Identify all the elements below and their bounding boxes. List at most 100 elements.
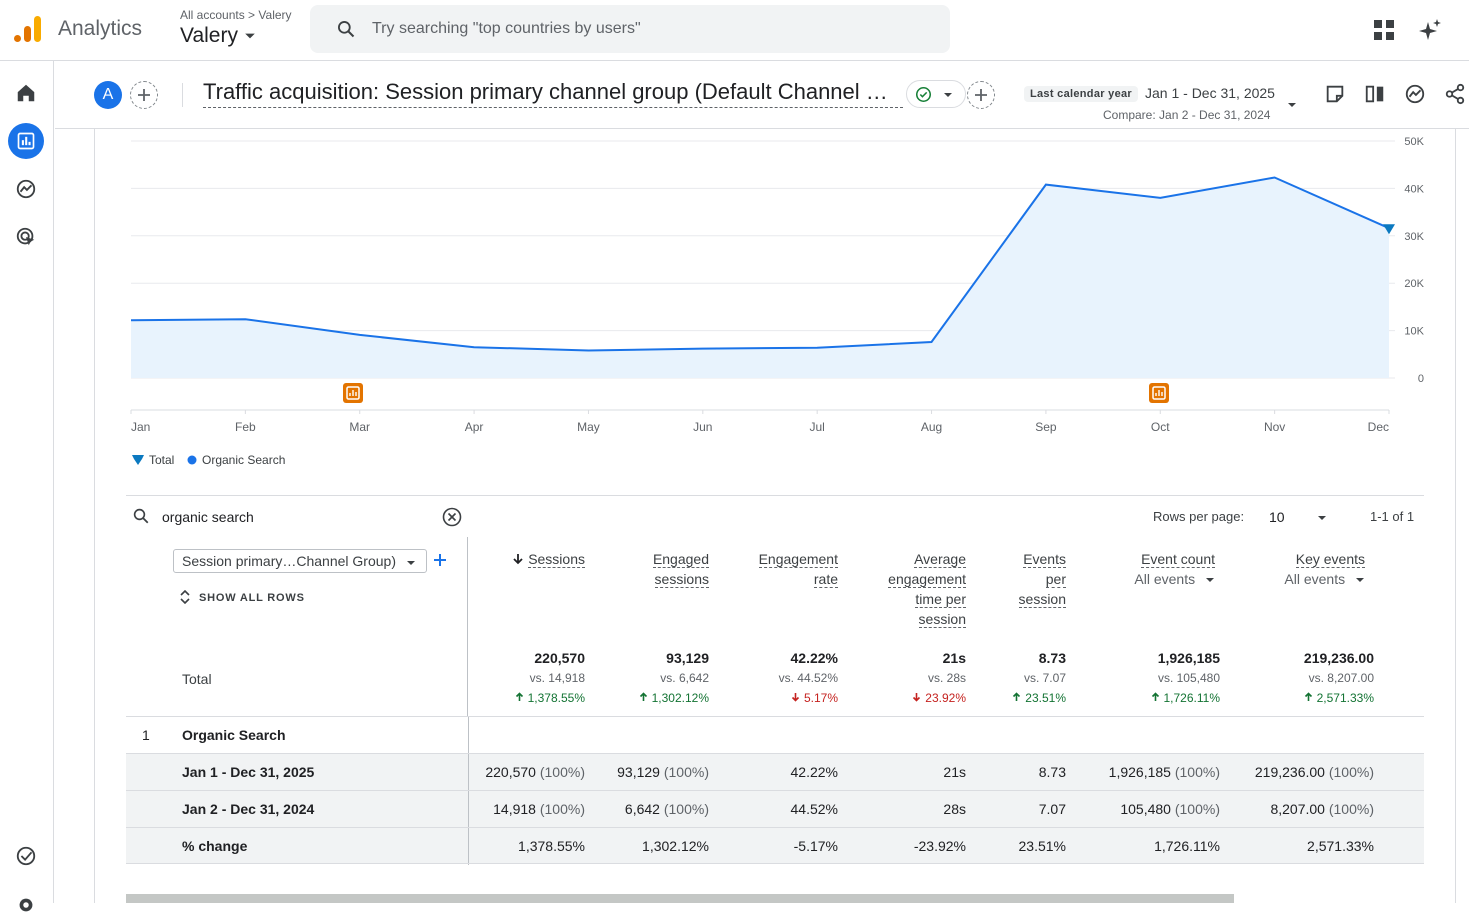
annotation-marker-oct[interactable] xyxy=(1149,383,1169,403)
y-tick-label: 30K xyxy=(1404,231,1424,243)
column-header-engagement-rate[interactable]: Engagement rate xyxy=(738,549,838,589)
add-filter-button[interactable] xyxy=(967,81,995,109)
left-nav xyxy=(0,61,54,912)
dimension-select-label: Session primary…Channel Group) xyxy=(182,553,396,569)
cell-percent: (100%) xyxy=(663,801,709,817)
column-header-engaged-sessions[interactable]: Engaged sessions xyxy=(609,549,709,589)
cell-value: 1,726.11% xyxy=(1154,838,1220,854)
share-icon[interactable] xyxy=(1444,83,1466,105)
nav-admin[interactable] xyxy=(8,887,44,923)
total-change: 5.17% xyxy=(678,688,838,708)
caret-down-icon[interactable] xyxy=(1287,101,1297,109)
report-status-pill[interactable] xyxy=(906,80,966,108)
total-value: 220,570 xyxy=(534,650,585,666)
cell-value: 8,207.00 xyxy=(1270,801,1325,817)
divider xyxy=(468,754,469,791)
clear-search-icon[interactable] xyxy=(442,507,462,527)
home-icon xyxy=(17,84,35,102)
total-change: 1,302.12% xyxy=(549,688,709,708)
add-comparison-button[interactable] xyxy=(130,81,158,109)
global-search[interactable] xyxy=(310,5,950,53)
caret-down-icon[interactable] xyxy=(1317,514,1327,522)
nav-configure[interactable] xyxy=(8,838,44,874)
total-value: 1,926,185 xyxy=(1157,650,1220,666)
compare-columns-icon[interactable] xyxy=(1364,83,1386,105)
row-index: 1 xyxy=(142,727,150,743)
column-header-key-events[interactable]: Key events All events xyxy=(1255,549,1365,589)
event-filter-select[interactable]: All events xyxy=(1134,571,1215,587)
table-cell: -23.92% xyxy=(766,838,966,854)
breadcrumb-account[interactable]: Valery xyxy=(258,8,292,22)
total-comparison: vs. 7.07 xyxy=(1023,671,1066,685)
table-row[interactable]: Jan 1 - Dec 31, 2025 220,570 (100%) 93,129… xyxy=(126,753,1424,791)
breadcrumb-all-accounts[interactable]: All accounts xyxy=(180,8,245,22)
table-cell: 14,918 (100%) xyxy=(385,801,585,817)
nav-explore[interactable] xyxy=(8,171,44,207)
horizontal-scrollbar[interactable] xyxy=(126,894,1234,903)
cell-percent: (100%) xyxy=(1328,801,1374,817)
show-all-rows-button[interactable]: SHOW ALL ROWS xyxy=(199,592,305,604)
x-tick-label: Dec xyxy=(1368,420,1389,434)
notes-icon[interactable] xyxy=(1324,83,1346,105)
dimension-select[interactable]: Session primary…Channel Group) xyxy=(173,549,427,573)
x-tick-label: Sep xyxy=(1035,420,1057,434)
table-cell: 1,726.11% xyxy=(1020,838,1220,854)
cell-value: 1,378.55% xyxy=(518,838,585,854)
table-row[interactable]: Jan 2 - Dec 31, 2024 14,918 (100%) 6,642 (… xyxy=(126,790,1424,828)
cell-value: 23.51% xyxy=(1018,838,1066,854)
table-cell: 2,571.33% xyxy=(1174,838,1374,854)
x-tick-label: Oct xyxy=(1151,420,1170,434)
analytics-logo-icon[interactable] xyxy=(12,14,42,44)
table-cell: 1,302.12% xyxy=(509,838,709,854)
apps-grid-icon[interactable] xyxy=(1372,18,1396,42)
search-input[interactable] xyxy=(372,15,932,43)
comparison-avatar[interactable]: A xyxy=(94,81,122,109)
dimension-header: Session primary…Channel Group) SHOW ALL … xyxy=(126,537,468,717)
cell-value: 1,302.12% xyxy=(642,838,709,854)
add-dimension-icon[interactable] xyxy=(433,553,447,567)
cell-value: 21s xyxy=(943,764,966,780)
total-marker[interactable] xyxy=(1383,224,1395,235)
column-header-average-engagement-time[interactable]: Average engagement time per session xyxy=(866,549,966,629)
column-header-events-per-session[interactable]: Events per session xyxy=(986,549,1066,609)
date-preset-chip[interactable]: Last calendar year xyxy=(1024,86,1139,102)
property-selector[interactable]: Valery xyxy=(180,24,256,48)
arrow-up-icon xyxy=(639,692,647,701)
cell-value: 93,129 xyxy=(617,764,660,780)
column-header-label: rate xyxy=(813,571,838,588)
legend-item-total[interactable]: Total xyxy=(131,453,174,467)
total-comparison: vs. 44.52% xyxy=(778,671,838,685)
insights-icon[interactable] xyxy=(1404,83,1426,105)
legend-item-organic-search[interactable]: Organic Search xyxy=(187,453,285,467)
table-row[interactable]: % change 1,378.55% 1,302.12% -5.17% -23.92% 2… xyxy=(126,827,1424,865)
table-search-input[interactable]: organic search xyxy=(162,509,254,525)
date-range-selector[interactable]: Jan 1 - Dec 31, 2025 xyxy=(1145,85,1275,101)
table-cell: 105,480 (100%) xyxy=(1020,801,1220,817)
nav-home[interactable] xyxy=(8,75,44,111)
report-title[interactable]: Traffic acquisition: Session primary cha… xyxy=(203,79,903,108)
cell-value: 42.22% xyxy=(790,764,838,780)
column-header-label: sessions xyxy=(654,571,709,588)
key-event-filter-select[interactable]: All events xyxy=(1284,571,1365,587)
column-header-sessions[interactable]: Sessions xyxy=(485,549,585,569)
total-cell: 93,129 vs. 6,642 1,302.12% xyxy=(549,648,709,708)
total-cell: 220,570 vs. 14,918 1,378.55% xyxy=(425,648,585,708)
arrow-down-icon xyxy=(791,693,800,702)
table-row-organic-search[interactable]: 1 Organic Search xyxy=(126,716,1424,754)
account-breadcrumb[interactable]: All accounts > Valery xyxy=(180,8,292,22)
column-header-event-count[interactable]: Event count All events xyxy=(1105,549,1215,589)
line-chart[interactable]: Jan Feb Mar Apr May Jun Jul Aug Sep Oct Nov Dec 50K… xyxy=(0,129,1469,439)
total-change: 23.92% xyxy=(806,688,966,708)
cell-value: 219,236.00 xyxy=(1254,764,1325,780)
cell-value: 8.73 xyxy=(1038,764,1066,780)
nav-reports[interactable] xyxy=(8,123,44,159)
sparkle-ai-icon[interactable] xyxy=(1419,18,1443,42)
nav-advertising[interactable] xyxy=(8,219,44,255)
expand-rows-icon[interactable] xyxy=(179,590,191,604)
annotation-marker-mar[interactable] xyxy=(343,383,363,403)
table-cell: 1,378.55% xyxy=(385,838,585,854)
x-tick-label: Mar xyxy=(349,420,370,434)
row-label: % change xyxy=(182,838,248,854)
rows-per-page-select[interactable]: 10 xyxy=(1269,509,1285,525)
arrow-up-icon xyxy=(1304,692,1312,701)
